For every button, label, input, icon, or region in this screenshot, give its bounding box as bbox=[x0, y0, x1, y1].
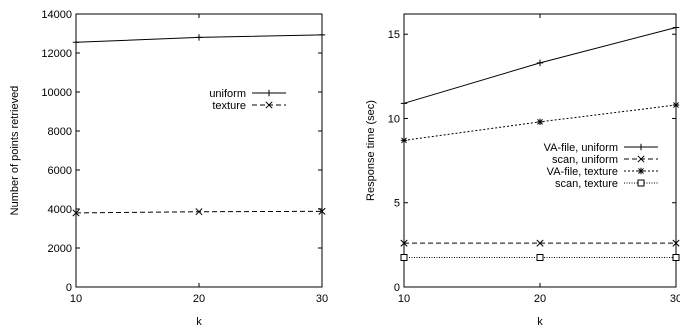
y-tick-label: 0 bbox=[66, 282, 72, 294]
data-point bbox=[536, 239, 544, 247]
chart-1: 0 2000 4000 6000 8000 10000 12000 14000 10 20 30 k N… bbox=[9, 9, 328, 328]
data-point bbox=[400, 137, 408, 144]
legend-label: uniform bbox=[209, 88, 246, 100]
data-point bbox=[72, 209, 80, 217]
data-point bbox=[672, 101, 680, 109]
y-tick-label: 15 bbox=[388, 29, 400, 41]
plot-frame bbox=[403, 13, 677, 288]
y-tick-label: 0 bbox=[394, 282, 400, 294]
data-point bbox=[536, 59, 544, 67]
y-tick-label: 4000 bbox=[48, 204, 72, 216]
y-axis-label: Number of points retrieved bbox=[9, 86, 21, 216]
legend-marker bbox=[265, 89, 273, 97]
legend-label: scan, uniform bbox=[552, 154, 618, 166]
data-point bbox=[318, 207, 326, 215]
data-point bbox=[400, 100, 408, 107]
chart-2: 0 5 10 15 10 20 30 k Response time (sec) VA-file,… bbox=[365, 13, 680, 328]
x-tick-label: 10 bbox=[70, 293, 82, 305]
series-texture: texture bbox=[72, 100, 326, 217]
legend-marker bbox=[637, 179, 645, 187]
series-va-file-texture: VA-file, texture bbox=[400, 101, 680, 178]
data-point bbox=[672, 239, 680, 247]
y-tick-label: 2000 bbox=[48, 243, 72, 255]
legend-marker bbox=[637, 167, 645, 175]
data-point bbox=[536, 254, 544, 262]
y-tick-label: 10000 bbox=[41, 87, 72, 99]
y-axis-label: Response time (sec) bbox=[365, 100, 377, 201]
x-tick-label: 30 bbox=[670, 293, 680, 305]
data-point bbox=[536, 118, 544, 126]
x-tick-label: 20 bbox=[193, 293, 205, 305]
y-tick-label: 6000 bbox=[48, 165, 72, 177]
legend-label: VA-file, texture bbox=[547, 166, 618, 178]
series-scan-texture: scan, texture bbox=[400, 178, 680, 262]
x-tick-label: 10 bbox=[398, 293, 410, 305]
x-tick-label: 20 bbox=[534, 293, 546, 305]
y-tick-label: 5 bbox=[394, 198, 400, 210]
series-scan-uniform: scan, uniform bbox=[400, 154, 680, 247]
data-point bbox=[72, 39, 80, 46]
data-point bbox=[400, 239, 408, 247]
x-tick-label: 30 bbox=[316, 293, 328, 305]
y-tick-label: 12000 bbox=[41, 48, 72, 60]
x-axis-label: k bbox=[537, 316, 543, 328]
data-point bbox=[672, 24, 680, 31]
plot-frame bbox=[75, 13, 323, 288]
y-tick-label: 10 bbox=[388, 113, 400, 125]
data-point bbox=[318, 31, 326, 39]
legend-marker bbox=[265, 101, 273, 109]
series-va-file-uniform: VA-file, uniform bbox=[400, 24, 680, 154]
y-tick-label: 14000 bbox=[41, 9, 72, 21]
legend-label: VA-file, uniform bbox=[544, 142, 618, 154]
x-axis-label: k bbox=[196, 316, 202, 328]
y-tick-label: 8000 bbox=[48, 126, 72, 138]
legend-label: scan, texture bbox=[555, 178, 618, 190]
data-point bbox=[400, 254, 408, 262]
data-point bbox=[672, 254, 680, 262]
legend-marker bbox=[637, 143, 645, 151]
series-uniform: uniform bbox=[72, 31, 326, 100]
legend-marker bbox=[637, 155, 645, 163]
data-point bbox=[195, 208, 203, 216]
legend-label: texture bbox=[212, 100, 246, 112]
data-point bbox=[195, 34, 203, 41]
